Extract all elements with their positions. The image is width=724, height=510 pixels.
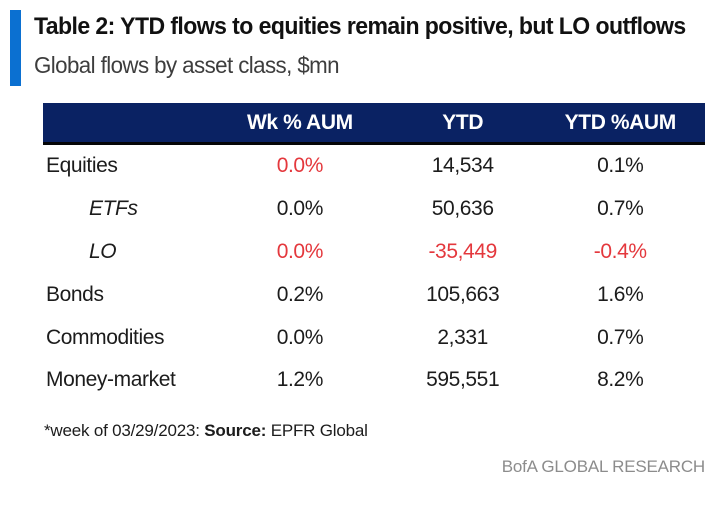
cell-asset-class: LO [89,239,117,263]
table-body: Equities 0.0% 14,534 0.1% ETFs 0.0% 50,6… [43,145,705,402]
cell-wk-pct-aum: 0.2% [276,282,324,306]
cell-wk-pct-aum: 0.0% [276,197,324,221]
cell-ytd-pct-aum: 1.6% [597,282,644,306]
table-row: Money-market 1.2% 595,551 8.2% [43,359,705,402]
footnote: *week of 03/29/2023: Source: EPFR Global [44,421,368,441]
cell-ytd-pct-aum: 0.7% [597,325,644,349]
cell-wk-pct-aum: 0.0% [276,154,324,178]
cell-ytd: -35,449 [428,239,497,263]
cell-ytd: 14,534 [431,154,494,178]
column-header-ytd-pct-aum: YTD %AUM [564,110,677,134]
cell-ytd: 595,551 [426,368,500,392]
accent-bar [10,10,21,86]
footnote-week: *week of 03/29/2023: [44,421,205,440]
table-subtitle: Global flows by asset class, $mn [34,52,340,78]
cell-ytd-pct-aum: 0.7% [597,197,644,221]
cell-ytd: 50,636 [431,197,494,221]
cell-wk-pct-aum: 0.0% [276,239,324,263]
cell-ytd-pct-aum: 0.1% [597,154,644,178]
footnote-source-label: Source: [204,421,267,440]
table-heading: Table 2: YTD flows to equities remain po… [34,12,694,79]
cell-ytd: 2,331 [437,325,488,349]
column-header-wk-pct-aum: Wk % AUM [247,110,353,134]
cell-ytd-pct-aum: 8.2% [597,368,644,392]
cell-asset-class: Equities [46,154,118,178]
cell-asset-class: Commodities [46,325,165,349]
footnote-source-value: EPFR Global [266,421,368,440]
table-row: ETFs 0.0% 50,636 0.7% [43,188,705,231]
table-row: Commodities 0.0% 2,331 0.7% [43,316,705,359]
cell-asset-class: Bonds [46,282,104,306]
column-header-ytd: YTD [442,110,484,134]
cell-asset-class: Money-market [46,368,176,392]
table-row: Equities 0.0% 14,534 0.1% [43,145,705,188]
cell-wk-pct-aum: 1.2% [276,368,324,392]
cell-asset-class: ETFs [89,197,138,221]
cell-ytd: 105,663 [426,282,500,306]
table-header-row: Wk % AUM YTD YTD %AUM [43,103,705,145]
branding-text: BofA GLOBAL RESEARCH [501,457,705,476]
table-row: Bonds 0.2% 105,663 1.6% [43,273,705,316]
flows-table: Wk % AUM YTD YTD %AUM Equities 0.0% 14,5… [43,103,705,402]
table-title: Table 2: YTD flows to equities remain po… [34,13,686,40]
cell-wk-pct-aum: 0.0% [276,325,324,349]
cell-ytd-pct-aum: -0.4% [593,239,647,263]
table-row: LO 0.0% -35,449 -0.4% [43,231,705,274]
